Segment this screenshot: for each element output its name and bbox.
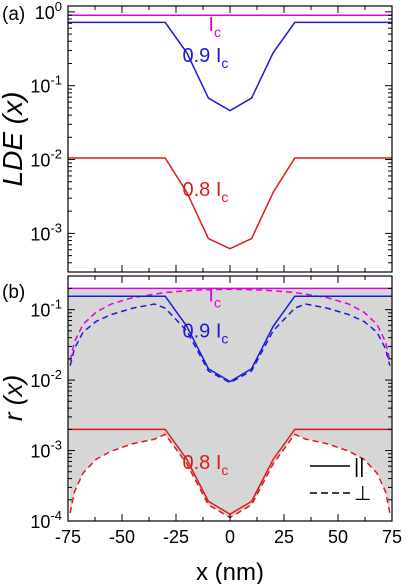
panel-label: (a) — [2, 4, 25, 25]
panel-label: (b) — [2, 282, 25, 303]
shaded-region — [68, 288, 392, 515]
panel-b: 10-1 10-2 10-3 10-4-75 -50 -25 0 25 50 75 (b) r (x)… — [0, 275, 402, 584]
y-axis-title: LDE (x) — [0, 92, 28, 187]
series-annotation: 0.8 Ic — [182, 452, 228, 478]
shaded-region — [68, 429, 392, 518]
series-line-2 — [68, 295, 392, 383]
x-tick-label: 25 — [274, 527, 294, 547]
x-axis-title: x (nm) — [196, 559, 264, 584]
axes-frame — [67, 5, 393, 273]
y-tick-label: 100 — [35, 0, 62, 23]
series-annotation: 0.9 Ic — [182, 45, 228, 71]
y-tick-label: 10-3 — [30, 438, 62, 462]
y-tick-label: 10-1 — [30, 73, 62, 97]
series-line-1 — [69, 288, 391, 361]
y-axis-title: r (x) — [0, 375, 28, 421]
x-tick-label: 0 — [225, 527, 235, 547]
x-tick-label: -25 — [163, 527, 189, 547]
series-line-3 — [69, 303, 391, 384]
x-tick-label: -50 — [109, 527, 135, 547]
y-tick-label: 10-3 — [30, 220, 62, 244]
x-tick-label: -75 — [55, 527, 81, 547]
y-tick-label: 10-2 — [30, 147, 62, 171]
series-line-1 — [68, 21, 392, 112]
y-tick-label: 10-2 — [30, 367, 62, 391]
series-annotation: 0.8 Ic — [182, 179, 228, 205]
panel-a: 100 10-1 10-2 10-3 (a) LDE (x) Ic 0.9 Ic 0.8 Ic — [0, 0, 393, 273]
series-annotation: Ic — [208, 14, 221, 40]
y-tick-label: 10-1 — [30, 297, 62, 321]
x-tick-label: 75 — [382, 527, 402, 547]
series-annotation: 0.9 Ic — [182, 321, 228, 347]
legend-label: || — [354, 456, 364, 478]
x-tick-label: 50 — [328, 527, 348, 547]
series-annotation: Ic — [208, 285, 221, 311]
y-tick-label: 10-4 — [30, 508, 62, 532]
series-line-2 — [68, 157, 392, 250]
legend-label: ⊥ — [354, 483, 371, 505]
